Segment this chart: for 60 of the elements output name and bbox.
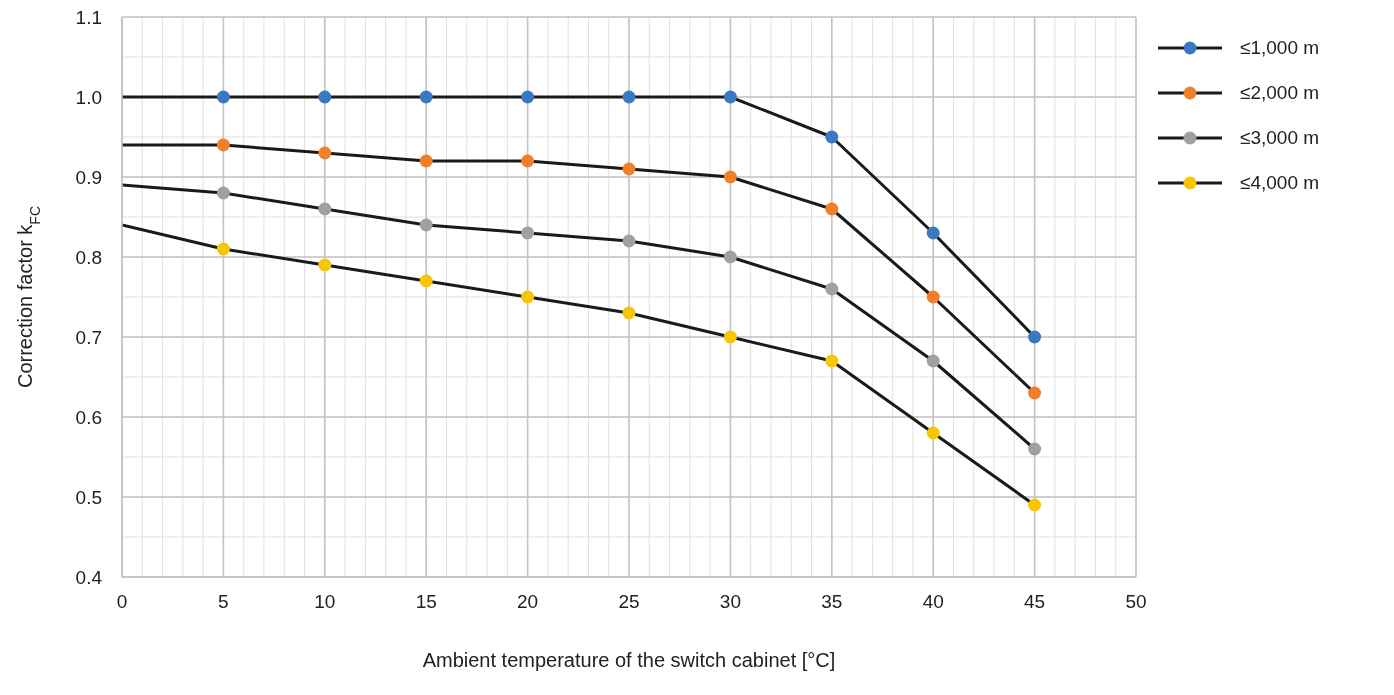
y-tick-label: 0.8 — [75, 246, 102, 268]
point — [318, 90, 332, 104]
y-tick-label: 0.5 — [75, 486, 102, 508]
point — [1028, 442, 1042, 456]
y-tick-label: 1.0 — [75, 86, 102, 108]
legend-label: ≤2,000 m — [1240, 81, 1320, 104]
point — [926, 226, 940, 240]
point — [1028, 330, 1042, 344]
point — [926, 290, 940, 304]
x-tick-label: 10 — [314, 591, 336, 613]
point — [419, 90, 433, 104]
point — [723, 250, 737, 264]
point — [521, 154, 535, 168]
point — [825, 130, 839, 144]
x-axis-title: Ambient temperature of the switch cabinet [°C] — [422, 649, 836, 671]
x-tick-label: 50 — [1125, 591, 1147, 613]
legend-label: ≤1,000 m — [1240, 36, 1320, 59]
point — [825, 202, 839, 216]
point — [723, 330, 737, 344]
point — [622, 90, 636, 104]
point — [318, 202, 332, 216]
y-tick-label: 0.4 — [75, 566, 103, 588]
legend-label: ≤4,000 m — [1240, 171, 1320, 194]
x-tick-label: 5 — [218, 591, 229, 613]
point — [622, 306, 636, 320]
point — [216, 186, 230, 200]
point — [318, 258, 332, 272]
x-tick-label: 20 — [517, 591, 539, 613]
point — [825, 282, 839, 296]
point — [1028, 386, 1042, 400]
point — [723, 90, 737, 104]
point — [419, 218, 433, 232]
x-tick-label: 35 — [821, 591, 843, 613]
point — [216, 242, 230, 256]
point — [622, 162, 636, 176]
point — [521, 90, 535, 104]
point — [318, 146, 332, 160]
point — [419, 274, 433, 288]
point — [926, 426, 940, 440]
point — [521, 226, 535, 240]
x-tick-label: 15 — [415, 591, 437, 613]
y-tick-label: 0.9 — [75, 166, 102, 188]
x-tick-label: 25 — [618, 591, 640, 613]
point — [521, 290, 535, 304]
point — [622, 234, 636, 248]
point — [825, 354, 839, 368]
point — [723, 170, 737, 184]
point — [216, 138, 230, 152]
x-tick-label: 30 — [719, 591, 741, 613]
x-tick-label: 0 — [116, 591, 128, 613]
y-tick-label: 0.6 — [75, 406, 102, 428]
point — [1028, 498, 1042, 512]
x-tick-label: 40 — [922, 591, 944, 613]
legend-label: ≤3,000 m — [1240, 126, 1320, 149]
x-tick-label: 45 — [1024, 591, 1046, 613]
y-tick-label: 0.7 — [75, 326, 102, 348]
point — [216, 90, 230, 104]
point — [419, 154, 433, 168]
y-tick-label: 1.1 — [75, 6, 102, 28]
point — [926, 354, 940, 368]
